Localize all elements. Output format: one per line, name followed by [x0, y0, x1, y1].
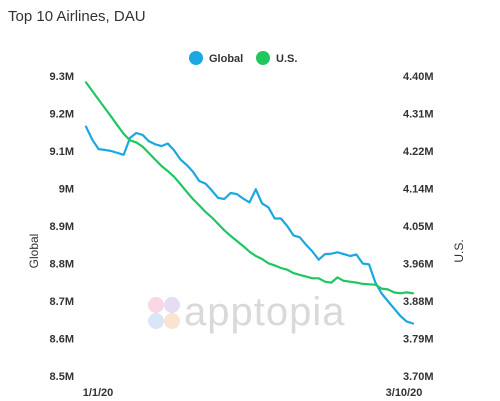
left-tick-label: 8.6M — [50, 334, 74, 346]
apptopia-watermark: apptopia — [148, 290, 345, 334]
x-tick-label-end: 3/10/20 — [386, 387, 423, 399]
left-tick-label: 9.3M — [50, 71, 74, 83]
right-tick-label: 3.96M — [403, 259, 434, 271]
left-tick-label: 9.2M — [50, 109, 74, 121]
right-axis-ticks: 3.70M 3.79M 3.88M 3.96M 4.05M 4.14M 4.22M 4.31M… — [403, 71, 434, 383]
legend-marker-global — [189, 51, 203, 65]
left-axis-ticks: 8.5M 8.6M 8.7M 8.8M 8.9M 9M 9.1M 9.2M 9.3M — [50, 71, 74, 383]
right-tick-label: 4.22M — [403, 146, 434, 158]
watermark-text: apptopia — [184, 290, 345, 334]
left-tick-label: 9.1M — [50, 146, 74, 158]
series-line-us — [84, 81, 415, 295]
series-lines — [84, 81, 415, 325]
left-tick-label: 8.9M — [50, 221, 74, 233]
left-tick-label: 8.5M — [50, 371, 74, 383]
right-tick-label: 4.40M — [403, 71, 434, 83]
chart-title: Top 10 Airlines, DAU — [8, 8, 146, 25]
legend: Global U.S. — [189, 51, 297, 65]
right-tick-label: 4.31M — [403, 109, 434, 121]
right-tick-label: 4.14M — [403, 184, 434, 196]
left-tick-label: 8.8M — [50, 259, 74, 271]
right-tick-label: 4.05M — [403, 221, 434, 233]
left-tick-label: 8.7M — [50, 296, 74, 308]
left-tick-label: 9M — [59, 184, 74, 196]
right-tick-label: 3.70M — [403, 371, 434, 383]
left-axis-title: Global — [27, 234, 41, 269]
legend-marker-us — [256, 51, 270, 65]
right-tick-label: 3.88M — [403, 296, 434, 308]
x-tick-label-start: 1/1/20 — [83, 387, 114, 399]
apptopia-logo-icon — [148, 297, 180, 329]
legend-label-global: Global — [209, 53, 243, 65]
x-axis-labels: 1/1/20 3/10/20 — [83, 387, 423, 399]
series-line-global — [84, 125, 415, 325]
right-axis-title: U.S. — [452, 239, 466, 262]
legend-label-us: U.S. — [276, 53, 297, 65]
right-tick-label: 3.79M — [403, 334, 434, 346]
